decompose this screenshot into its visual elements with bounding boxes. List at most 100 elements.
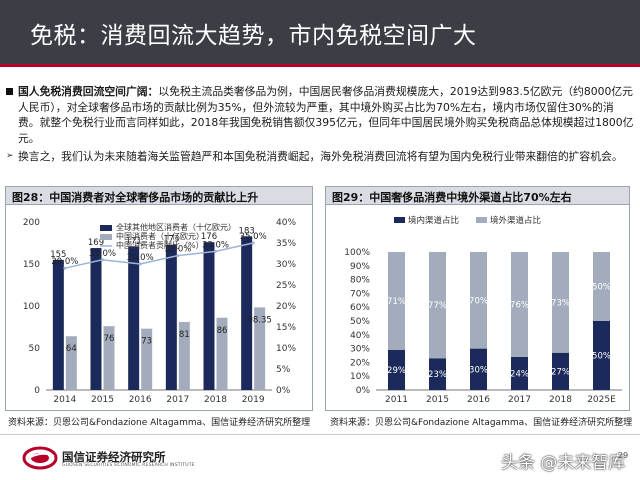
y-right-tick-label: 15%	[276, 323, 296, 333]
right-chart-panel: 图29：中国奢侈品消费中境外渠道占比70%左右 0% 10% 20% 30% 40% 50…	[325, 186, 630, 411]
guosen-logo-icon	[22, 446, 58, 470]
bar-global-other	[90, 248, 102, 390]
y-right-tick-label: 40%	[276, 218, 296, 228]
y-left-tick-label: 150	[23, 260, 40, 270]
bar-global-other	[165, 244, 177, 390]
legend-swatch-global-other	[100, 225, 112, 231]
bar-domestic	[429, 358, 446, 390]
right-chart-header: 图29：中国奢侈品消费中境外渠道占比70%左右	[326, 187, 629, 205]
y-right-tick-label: 5%	[276, 365, 291, 375]
logo-subtext: GUOSEN SECURITIES ECONOMIC RESEARCH INST…	[62, 463, 195, 468]
bullet-2: ➢ 换言之，我们认为未来随着海关监管趋严和本国免税消费崛起，海外免税消费回流将有…	[6, 149, 634, 165]
bar-global-other	[128, 246, 140, 390]
y-tick-label: 0%	[356, 386, 371, 396]
y-right-tick-label: 35%	[276, 239, 296, 249]
y-right-tick-label: 10%	[276, 344, 296, 354]
y-tick-label: 60%	[350, 303, 370, 313]
bar-overseas	[593, 252, 610, 321]
y-tick-label: 30%	[350, 345, 370, 355]
line-label-china-share: 29.0%	[51, 257, 78, 267]
bar-domestic	[388, 349, 405, 390]
title-bar: 免税：消费回流大趋势，市内免税空间广大	[0, 0, 640, 64]
watermark: 头条 @未来智库	[501, 453, 626, 473]
bar-overseas	[429, 252, 446, 359]
bar-label-china: 76	[104, 334, 115, 344]
legend-label-domestic: 境内渠道占比	[408, 215, 459, 226]
x-tick-label: 2017	[508, 395, 531, 405]
bar-global-other	[241, 236, 253, 390]
bar-china	[65, 336, 77, 390]
arrow-bullet-icon: ➢	[6, 151, 14, 162]
legend-label-global-other: 全球其他地区消费者（十亿欧元）	[116, 222, 236, 232]
line-label-china-share: 30.0%	[127, 253, 154, 263]
square-bullet-icon	[6, 88, 13, 95]
legend-swatch-china	[100, 234, 112, 240]
bar-label-domestic: 50%	[592, 352, 611, 362]
line-point-china-share	[138, 262, 142, 266]
bar-china	[216, 317, 228, 390]
legend-label-china-share: 中国消费者贡献比（%）	[116, 240, 204, 250]
bar-china	[141, 328, 153, 390]
logo-text: 国信证券经济研究所	[62, 450, 166, 464]
bar-label-domestic: 24%	[510, 369, 529, 379]
bar-domestic	[470, 348, 487, 390]
bar-label-global-other: 155	[50, 250, 66, 260]
bar-domestic	[593, 321, 610, 390]
bar-china	[103, 326, 115, 390]
bar-label-domestic: 30%	[469, 365, 488, 375]
bar-label-overseas: 77%	[428, 301, 447, 311]
bar-label-domestic: 27%	[551, 367, 570, 377]
bullet-list: 国人免税消费回流空间广阔：以免税主流品类奢侈品为例，中国居民奢侈品消费规模庞大，…	[6, 84, 634, 168]
bar-label-china: 98.35	[247, 315, 271, 325]
bar-overseas	[470, 252, 487, 349]
bar-label-global-other: 176	[201, 232, 217, 242]
bar-label-china: 81	[179, 330, 190, 340]
footer-divider	[0, 434, 640, 435]
bullet-1-text: 以免税主流品类奢侈品为例，中国居民奢侈品消费规模庞大，2019达到983.5亿欧…	[18, 85, 634, 145]
y-right-tick-label: 20%	[276, 302, 296, 312]
left-chart: 0 50 100 150 200 0% 5% 10% 15% 20% 25% 30% 35% 40% 155…	[23, 218, 297, 405]
bullet-1: 国人免税消费回流空间广阔：以免税主流品类奢侈品为例，中国居民奢侈品消费规模庞大，…	[6, 84, 634, 146]
bar-label-china: 73	[141, 337, 152, 347]
y-tick-label: 100%	[344, 248, 370, 258]
bar-overseas	[511, 252, 528, 357]
title-divider	[0, 64, 640, 67]
bar-label-china: 64	[66, 344, 77, 354]
line-label-china-share: 31.0%	[89, 249, 116, 259]
x-tick-label: 2015	[91, 395, 114, 405]
y-tick-label: 50%	[350, 317, 370, 327]
line-label-china-share: 35.0%	[240, 232, 267, 242]
line-point-china-share	[251, 241, 255, 245]
legend-label-china: 中国消费者（十亿欧元）	[116, 231, 204, 241]
x-tick-label: 2016	[129, 395, 152, 405]
x-tick-label: 2011	[385, 395, 408, 405]
left-chart-header: 图28：中国消费者对全球奢侈品市场的贡献比上升	[6, 187, 312, 205]
bar-overseas	[552, 252, 569, 353]
legend-swatch-overseas	[476, 217, 487, 223]
y-right-tick-label: 25%	[276, 281, 296, 291]
page-number: 29	[618, 451, 629, 460]
legend-label-overseas: 境外渠道占比	[490, 215, 541, 226]
line-label-china-share: 32.0%	[164, 245, 191, 255]
bar-global-other	[52, 259, 64, 390]
line-label-china-share: 33.0%	[202, 240, 229, 250]
x-tick-label: 2025E	[587, 395, 616, 405]
line-point-china-share	[63, 266, 67, 270]
bar-label-global-other: 171	[126, 236, 142, 246]
y-left-tick-label: 50	[29, 344, 41, 354]
bar-label-overseas: 71%	[387, 297, 406, 307]
bar-overseas	[388, 252, 405, 350]
bar-china	[178, 321, 190, 390]
bar-label-overseas: 73%	[551, 298, 570, 308]
bar-label-global-other: 169	[88, 238, 104, 248]
x-tick-label: 2017	[166, 395, 189, 405]
bar-china	[254, 307, 266, 390]
slide-title: 免税：消费回流大趋势，市内免税空间广大	[30, 23, 477, 49]
line-point-china-share	[214, 249, 217, 253]
line-china-share	[64, 242, 254, 269]
bullet-1-bold: 国人免税消费回流空间广阔：	[18, 85, 159, 98]
y-tick-label: 40%	[350, 331, 370, 341]
y-left-tick-label: 100	[23, 302, 40, 312]
x-tick-label: 2018	[204, 395, 227, 405]
x-tick-label: 2018	[549, 395, 572, 405]
